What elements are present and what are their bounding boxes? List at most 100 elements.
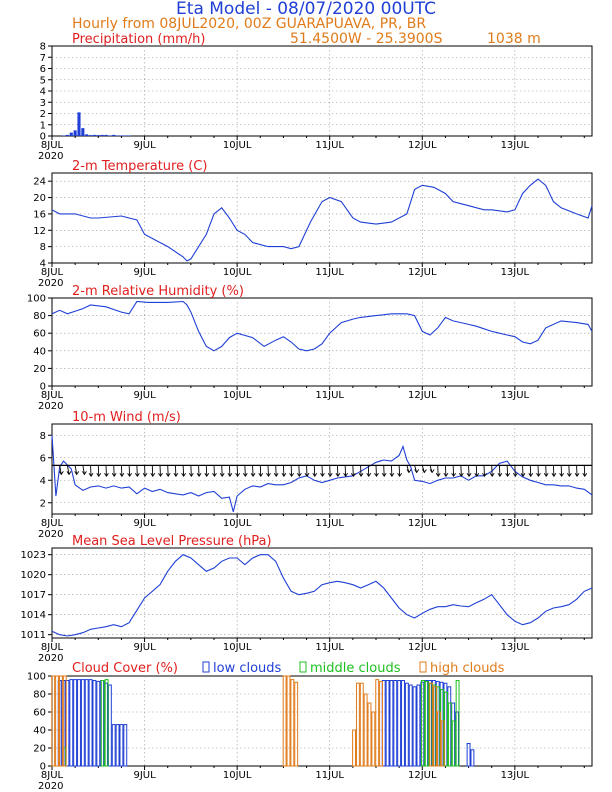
x-year-label: 2020 [38,278,63,289]
wind-arrow-head [389,472,395,478]
low-clouds-bar [107,684,112,767]
wind-arrow-head [582,472,588,478]
x-tick-label: 12JUL [408,390,437,401]
wind-arrow [82,465,85,475]
series-line [51,435,593,512]
precip-bar [73,130,77,136]
x-tick-label: 13JUL [501,642,530,653]
y-tick-label: 100 [27,672,46,683]
wind-arrow-head [181,472,186,478]
y-tick-label: 20 [33,744,46,755]
wind-arrow-head [196,472,202,478]
x-tick-label: 13JUL [501,140,530,151]
low-clouds-bar [397,680,402,767]
wind-arrow-head [150,472,156,478]
y-tick-label: 1017 [21,590,46,601]
middle-clouds-bar [424,680,429,767]
precip-bar [123,135,127,136]
wind-arrow-head [482,472,487,478]
y-tick-label: 1011 [21,630,46,641]
wind-arrow-head [204,472,210,478]
cloud-legend: Cloud Cover (%) low clouds middle clouds hi… [72,661,505,676]
low-clouds-bar [73,679,78,767]
middle-clouds-bar [100,680,105,767]
precip-bar [69,132,73,136]
wind-arrow-head [443,472,449,478]
wind-arrow [74,465,78,475]
wind-arrow-head [219,472,225,478]
wind-arrow-head [58,471,64,476]
wind-arrow-head [320,472,325,478]
high-clouds-bar [51,675,56,767]
y-tick-label: 1023 [21,550,46,561]
wind-arrow-head [104,472,109,478]
series-line [51,178,593,262]
wind-arrow-head [458,472,464,478]
panel-title: Precipitation (mm/h) [72,32,205,47]
wind-arrow-head [235,472,240,478]
panel-title: 2-m Temperature (C) [72,159,207,174]
x-tick-label: 10JUL [223,518,252,529]
wind-arrow-head [551,472,557,478]
x-tick-label: 11JUL [315,518,344,529]
wind-arrow-head [350,472,356,478]
precip-bar [81,128,85,136]
high-clouds-bar [359,682,364,767]
wind-arrow-head [296,472,302,478]
x-tick-label: 8JUL [41,642,64,653]
legend-label: low clouds [213,661,282,676]
y-tick-label: 20 [33,193,46,204]
series-line [51,300,593,352]
precip-bar [89,135,93,136]
low-clouds-bar [123,724,128,767]
precip-bar [85,134,89,136]
x-tick-label: 13JUL [501,267,530,278]
wind-arrow-head [173,472,179,478]
panel-frame [51,423,593,515]
wind-arrow-head [528,472,534,478]
wind-arrow-head [250,472,256,478]
y-tick-label: 4 [40,87,46,98]
high-clouds-bar [58,675,63,767]
wind-arrow-head [466,472,472,478]
high-clouds-bar [436,711,441,767]
legend-swatch [299,661,307,673]
high-clouds-bar [352,729,357,767]
low-clouds-bar [466,743,471,767]
legend-swatch [419,661,427,673]
precip-bar [62,135,66,136]
wind-arrow-head [127,472,132,478]
panel-5: 1011 1014 1017 1020 1023 8JUL 9JUL 10JUL 11JUL 12… [21,534,593,664]
precip-bar [112,134,116,136]
y-tick-label: 8 [40,431,46,442]
wind-arrow-head [397,472,402,478]
x-tick-label: 8JUL [41,140,64,151]
wind-arrow-head [258,472,264,478]
x-tick-label: 12JUL [408,642,437,653]
precip-bar [77,112,81,136]
wind-arrow-head [414,469,420,474]
y-tick-label: 7 [40,53,46,64]
low-clouds-bar [470,749,475,767]
panel-4: 2 4 6 8 8JUL 9JUL 10JUL 11JUL 12JUL 13JUL 2020 10-m… [38,410,593,540]
chart-subtitle: Hourly from 08JUL2020, 00Z GUARAPUAVA, P… [72,16,426,32]
wind-arrow-head [451,472,456,478]
low-clouds-bar [385,680,390,767]
y-tick-label: 5 [40,75,46,86]
low-clouds-bar [401,680,405,767]
low-clouds-bar [393,680,398,767]
x-tick-label: 11JUL [315,390,344,401]
wind-arrow-head [520,472,526,478]
wind-arrow-head [512,472,518,478]
legend-label: high clouds [430,661,505,676]
high-clouds-bar [355,682,360,767]
wind-arrow-head [536,472,541,478]
wind-arrow [66,465,70,475]
wind-arrow-head [273,472,279,478]
y-tick-label: 100 [27,294,46,305]
y-tick-label: 2 [40,109,46,120]
low-clouds-bar [416,684,421,767]
x-year-label: 2020 [38,151,63,162]
high-clouds-bar [429,682,434,767]
y-tick-label: 8 [40,242,46,253]
